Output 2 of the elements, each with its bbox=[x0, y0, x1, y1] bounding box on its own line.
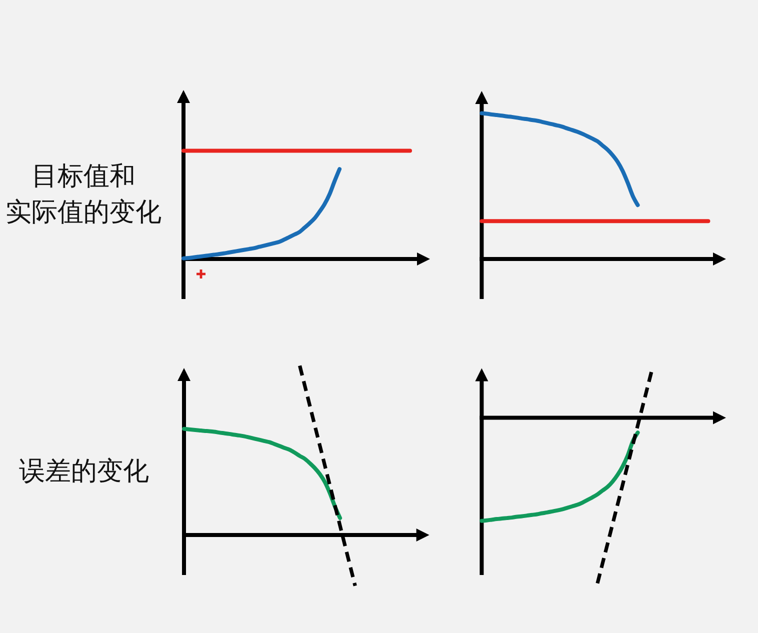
y-axis-title: 误差的变化 bbox=[19, 456, 149, 486]
y-axis-title: 目标值和实际值的变化 bbox=[6, 162, 162, 228]
